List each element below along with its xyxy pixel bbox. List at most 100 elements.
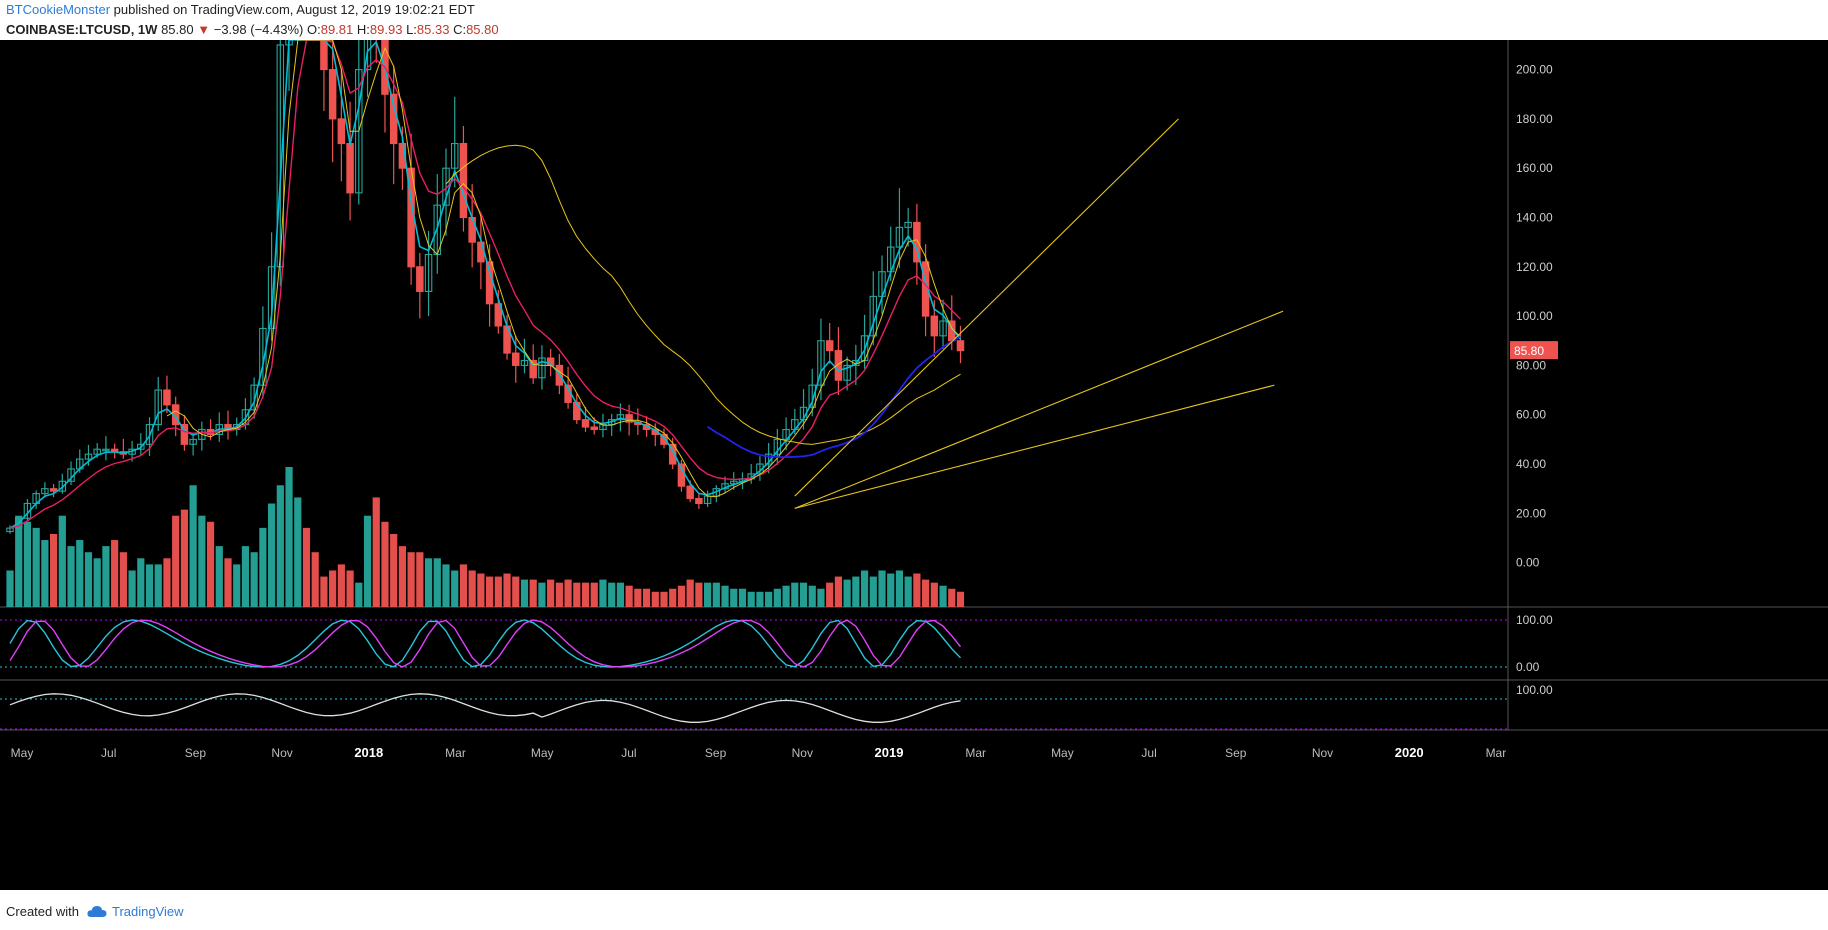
candle-body — [599, 424, 607, 431]
last-price-tag: 85.80 — [1510, 341, 1558, 360]
volume-bar — [956, 591, 965, 607]
trendlines — [794, 118, 1284, 509]
volume-bar — [451, 570, 459, 607]
candle[interactable] — [49, 484, 58, 498]
volume-bar — [651, 591, 659, 607]
stoch-rsi-panel[interactable]: 100.00 0.00 — [0, 613, 1553, 674]
candle-body — [102, 448, 110, 452]
candle-body — [581, 419, 590, 428]
candle-body — [6, 527, 14, 533]
volume-bar — [459, 564, 468, 607]
candle-body — [189, 438, 197, 445]
volume-bar — [390, 533, 398, 607]
candle[interactable] — [180, 415, 189, 451]
candle-body — [416, 266, 424, 293]
candle-body — [363, 40, 372, 71]
volume-bar — [608, 582, 616, 607]
volume-bar — [320, 576, 328, 607]
time-tick-label: Mar — [965, 746, 986, 760]
candle[interactable] — [267, 232, 276, 341]
candle[interactable] — [913, 203, 921, 285]
chart-background — [0, 40, 1828, 890]
candle-body — [939, 320, 947, 337]
volume-bar — [84, 552, 93, 607]
volume-bar — [599, 579, 607, 607]
candle[interactable] — [41, 482, 49, 498]
volume-bar — [564, 579, 572, 607]
candle[interactable] — [843, 356, 851, 391]
candle[interactable] — [520, 338, 529, 374]
volume-bar — [503, 573, 511, 607]
volume-bar — [616, 582, 624, 607]
volume-bar — [660, 591, 668, 607]
candle-body — [825, 340, 834, 352]
candle[interactable] — [337, 68, 346, 182]
candle[interactable] — [416, 252, 424, 319]
rsi-level-label: 100.00 — [1516, 683, 1553, 697]
volume-bar — [276, 485, 284, 607]
candle[interactable] — [956, 325, 965, 364]
low-value: 85.33 — [416, 22, 450, 37]
volume-bar — [808, 585, 816, 607]
volume-bar — [747, 591, 755, 607]
candle[interactable] — [895, 188, 904, 268]
volume-bar — [23, 521, 32, 607]
candle[interactable] — [459, 125, 468, 232]
candle[interactable] — [102, 436, 110, 461]
candle[interactable] — [834, 327, 843, 395]
candle[interactable] — [189, 433, 197, 456]
rsi-panel[interactable]: 100.00 — [0, 683, 1553, 730]
volume-bar — [834, 576, 842, 607]
candle[interactable] — [808, 368, 816, 417]
candle-body — [346, 142, 354, 194]
volume-bar — [119, 552, 127, 607]
candle-body — [904, 221, 912, 228]
candle[interactable] — [904, 207, 912, 247]
volume-bar — [285, 467, 293, 607]
volume-bar — [137, 558, 145, 607]
price-chart[interactable]: 0.00 20.00 40.00 60.00 80.00 100.00 120.00 140.… — [0, 40, 1828, 890]
candle[interactable] — [363, 40, 372, 97]
candle[interactable] — [58, 473, 67, 494]
candle[interactable] — [6, 525, 14, 534]
volume-bar — [6, 570, 14, 607]
candle[interactable] — [538, 345, 546, 390]
price-axis[interactable]: 0.00 20.00 40.00 60.00 80.00 100.00 120.00 140.… — [1516, 63, 1553, 570]
volume-bar — [233, 564, 241, 607]
price-tag-label: 85.80 — [1514, 344, 1544, 358]
volume-bar — [904, 576, 912, 607]
candle[interactable] — [581, 406, 590, 432]
volume-bar — [939, 585, 947, 607]
candle[interactable] — [512, 335, 520, 383]
author-link[interactable]: BTCookieMonster — [6, 2, 111, 17]
candle[interactable] — [373, 40, 379, 64]
tradingview-link[interactable]: TradingView — [112, 904, 184, 919]
candle-body — [450, 142, 459, 169]
volume-bar — [311, 552, 319, 607]
volume-bar — [930, 582, 938, 607]
volume-bar — [172, 515, 180, 607]
candle-body — [137, 443, 145, 450]
volume-bar — [442, 564, 450, 607]
symbol-label: COINBASE:LTCUSD, 1W — [6, 22, 158, 37]
candle[interactable] — [198, 421, 206, 451]
volume-bar — [704, 582, 712, 607]
candle[interactable] — [276, 40, 285, 286]
candle-body — [250, 384, 258, 411]
volume-bar — [625, 585, 633, 607]
volume-bar — [250, 552, 258, 607]
candle[interactable] — [163, 375, 171, 414]
time-axis[interactable]: May Jul Sep Nov 2018 Mar May Jul Sep Nov 2019 Mar Ma… — [11, 745, 1507, 760]
candle[interactable] — [320, 40, 328, 111]
candle-body — [154, 389, 162, 426]
candle[interactable] — [825, 322, 834, 364]
candle[interactable] — [154, 377, 162, 431]
candle[interactable] — [137, 433, 145, 455]
candle[interactable] — [695, 493, 703, 509]
candle-body — [145, 424, 154, 445]
candle[interactable] — [817, 318, 825, 401]
price-tick-label: 180.00 — [1516, 112, 1553, 126]
volume-bar — [433, 558, 441, 607]
candle-body — [163, 389, 171, 406]
candle-body — [616, 414, 625, 421]
